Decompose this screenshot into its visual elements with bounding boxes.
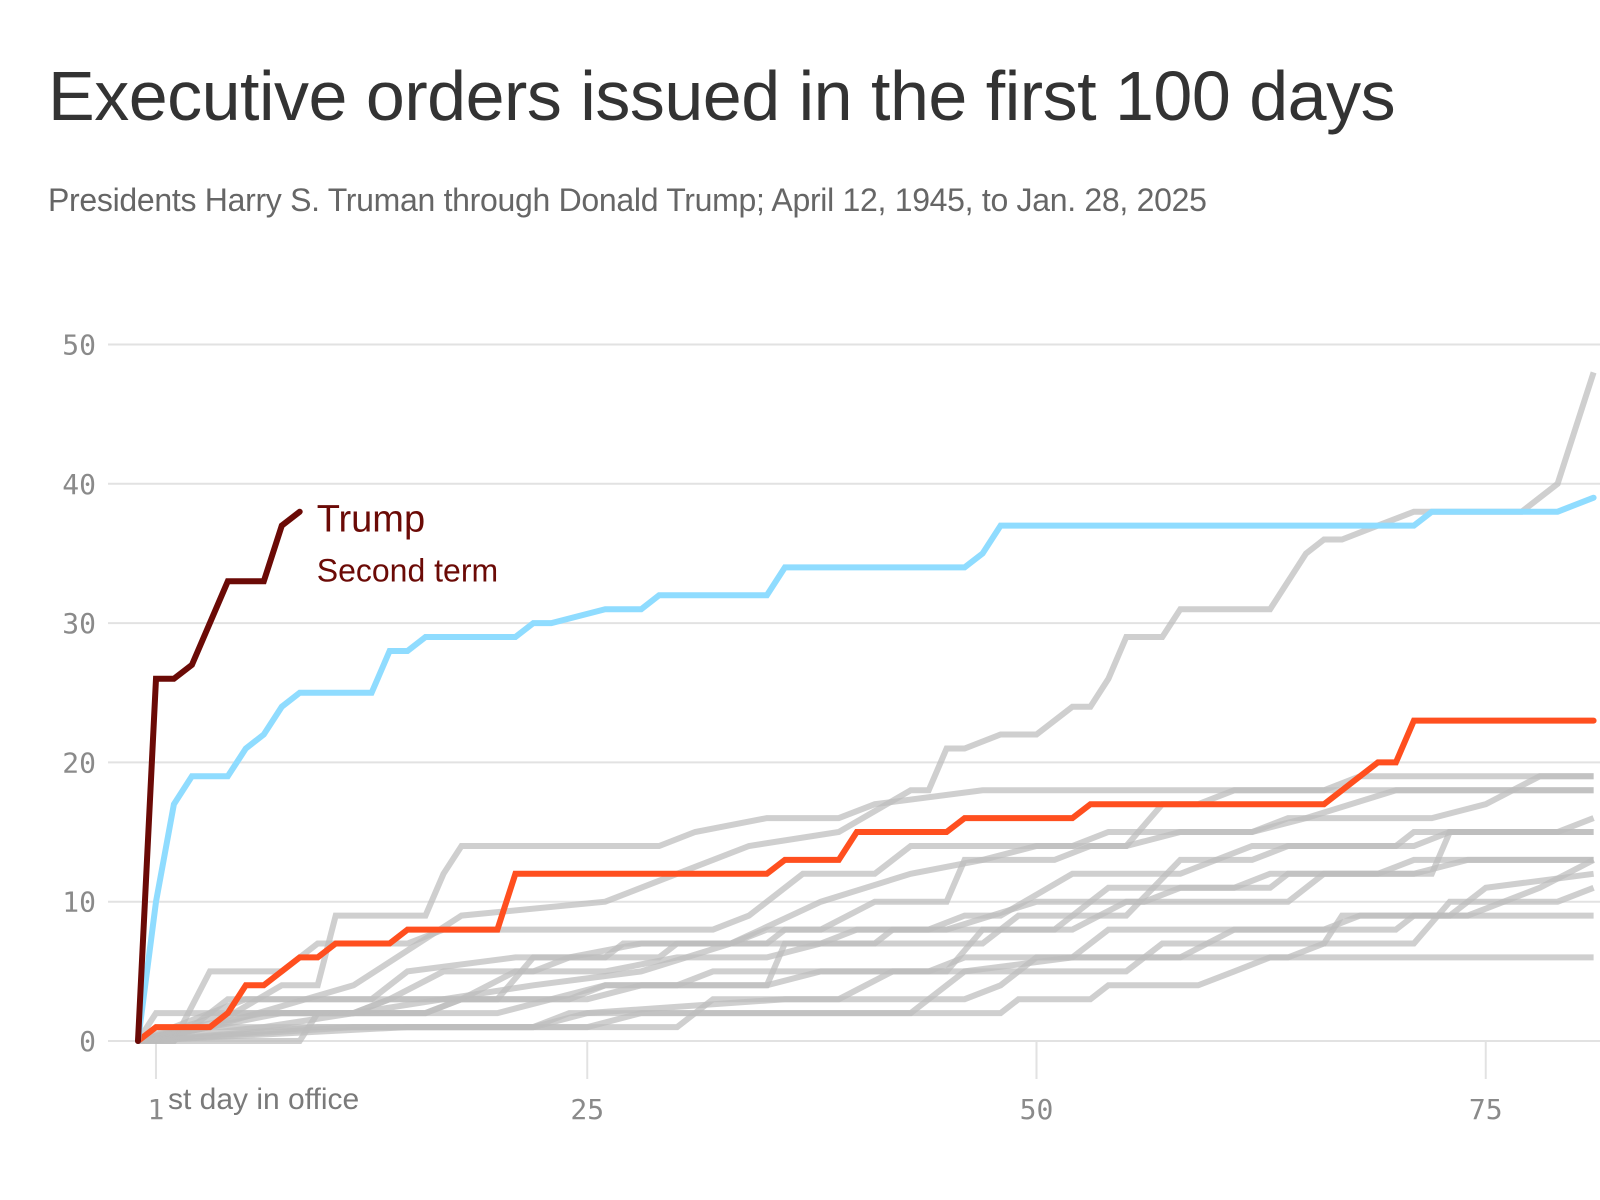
trump-label: Trump [317,499,425,541]
series-line-trump [135,508,303,1044]
y-tick-label: 0 [79,1025,96,1058]
y-tick-label: 10 [62,886,96,919]
x-tick-label: 50 [1020,1093,1054,1126]
y-tick-label: 20 [62,746,96,779]
series-line-other-11 [137,954,1594,1044]
second-term-label: Second term [317,553,498,589]
x-tick-label: 75 [1469,1093,1503,1126]
x-tick-label: 25 [570,1093,604,1126]
series-line-other-14 [138,856,1594,1044]
annotations: Trump Second term [317,499,498,589]
series-line-other-10 [137,885,1595,1044]
x-tick-label: 1 [148,1093,165,1126]
y-tick-label: 50 [62,329,96,362]
y-tick-label: 30 [62,607,96,640]
chart-subtitle: Presidents Harry S. Truman through Donal… [48,182,1207,218]
other-series-lines [135,371,1597,1044]
y-tick-label: 40 [62,468,96,501]
series-line-other-6 [135,829,1594,1043]
series-line-blue [135,494,1597,1044]
x-tick-suffix: st day in office [168,1083,359,1116]
series-line-other-13 [137,912,1594,1044]
gridlines [108,343,1600,1042]
series-line-orange [135,717,1597,1044]
highlight-series-lines [135,494,1597,1044]
y-axis-labels: 0 10 20 30 40 50 [62,329,96,1059]
chart-title: Executive orders issued in the first 100… [48,57,1396,135]
series-line-other-12 [137,787,1594,1044]
